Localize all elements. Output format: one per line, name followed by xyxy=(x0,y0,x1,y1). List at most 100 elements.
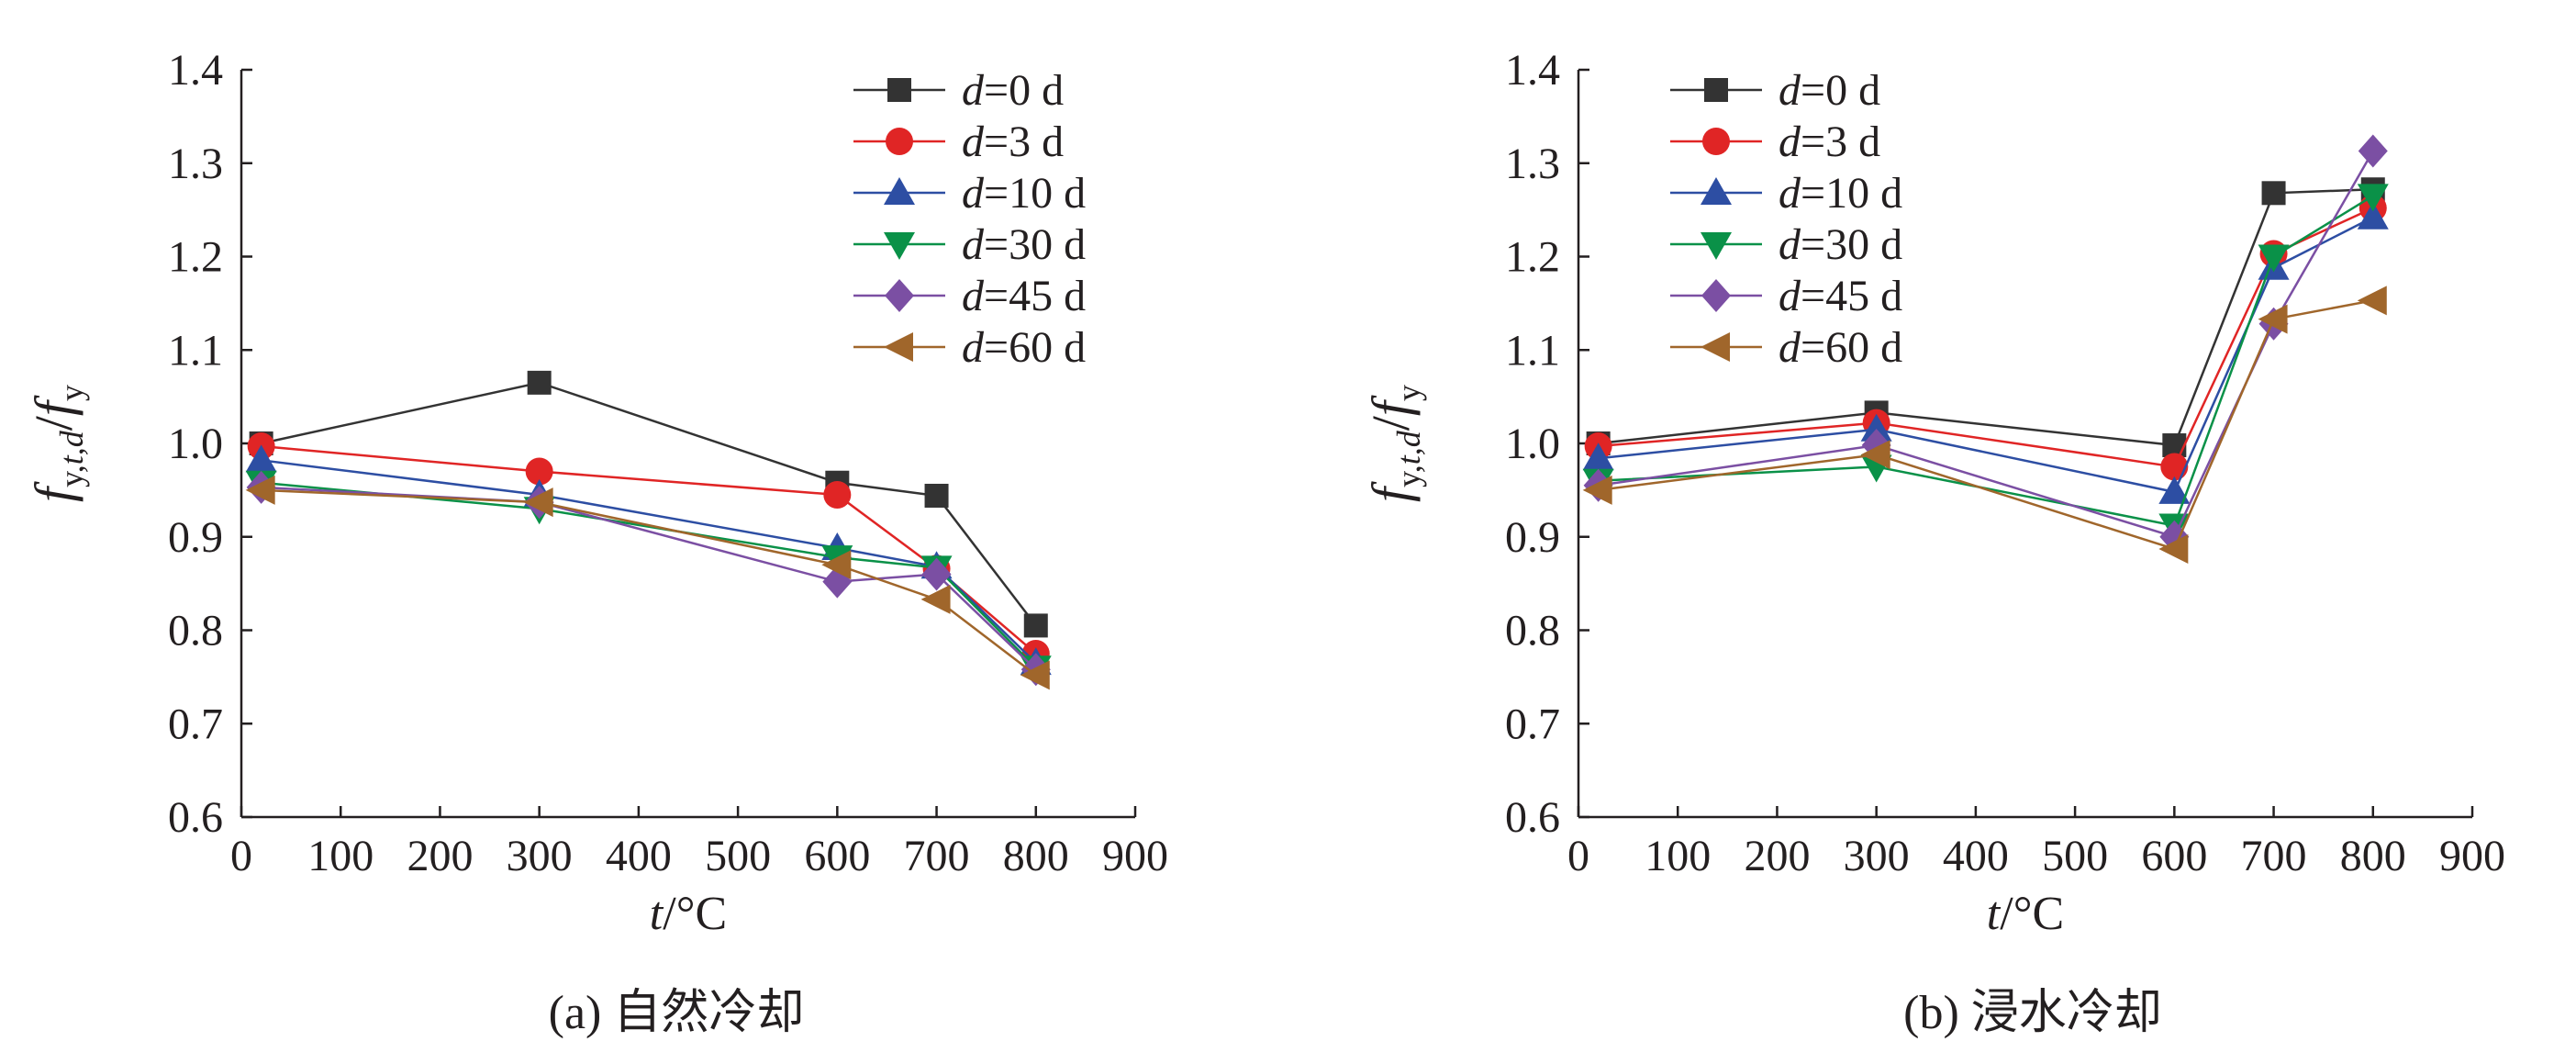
data-point-series-1 xyxy=(823,480,852,509)
legend-label: d=60 d xyxy=(1779,323,1902,372)
y-tick-label: 0.8 xyxy=(1505,607,1560,655)
legend-label: d=30 d xyxy=(962,220,1086,269)
x-tick-label: 700 xyxy=(904,832,970,880)
y-tick-label: 1.4 xyxy=(168,46,223,95)
x-tick-label: 800 xyxy=(1003,832,1069,880)
data-point-series-5 xyxy=(920,584,951,614)
series-line-1 xyxy=(261,444,1037,655)
legend: d=0 dd=3 dd=10 dd=30 dd=45 dd=60 d xyxy=(853,66,1086,372)
x-tick-label: 200 xyxy=(407,832,473,880)
data-point-series-5 xyxy=(2258,304,2288,334)
series-line-2 xyxy=(261,459,1037,665)
data-point-series-5 xyxy=(2158,533,2189,564)
data-point-series-3 xyxy=(2258,244,2290,273)
legend-label: d=10 d xyxy=(962,169,1086,218)
legend-marker xyxy=(884,177,915,205)
legend-label: d=60 d xyxy=(962,323,1086,372)
legend-label: d=3 d xyxy=(1779,118,1880,166)
data-point-series-5 xyxy=(245,475,275,505)
x-tick-label: 0 xyxy=(230,832,252,880)
y-tick-label: 0.6 xyxy=(1505,793,1560,842)
y-tick-label: 0.7 xyxy=(1505,700,1560,748)
x-axis-label: t/°C xyxy=(650,888,727,940)
data-point-series-0 xyxy=(1023,613,1048,638)
data-point-series-0 xyxy=(527,370,552,395)
x-tick-label: 100 xyxy=(307,832,374,880)
x-axis-label: t/°C xyxy=(1987,888,2064,940)
x-tick-label: 400 xyxy=(1943,832,2009,880)
chart-caption: (a) 自然冷却 xyxy=(549,987,805,1039)
y-tick-label: 1.3 xyxy=(168,140,223,188)
legend-label: d=0 d xyxy=(962,66,1064,115)
data-point-series-0 xyxy=(2261,181,2286,206)
chart-1: 0.6 0.7 0.8 0.9 1.0 1.1 1.2 1.3 1.4 0 100 200 300 400… xyxy=(24,46,1168,1039)
x-tick-label: 600 xyxy=(804,832,870,880)
legend-marker xyxy=(884,332,913,362)
data-point-series-5 xyxy=(523,487,553,518)
legend-marker xyxy=(884,232,915,260)
y-axis-label: fy,t,d/fy xyxy=(1361,385,1427,502)
x-tick-label: 400 xyxy=(606,832,672,880)
y-tick-label: 0.8 xyxy=(168,607,223,655)
legend-label: d=45 d xyxy=(962,272,1086,320)
legend-marker xyxy=(1701,232,1732,260)
x-tick-label: 800 xyxy=(2340,832,2406,880)
legend-label: d=3 d xyxy=(962,118,1064,166)
legend-label: d=10 d xyxy=(1779,169,1902,218)
legend-marker xyxy=(1701,332,1730,362)
legend-marker xyxy=(1701,279,1731,312)
series-line-0 xyxy=(1598,187,2373,447)
series-line-0 xyxy=(261,381,1037,627)
data-point-series-2 xyxy=(1860,413,1892,442)
chart-caption: (b) 浸水冷却 xyxy=(1903,987,2162,1039)
x-tick-label: 700 xyxy=(2241,832,2307,880)
x-tick-label: 600 xyxy=(2141,832,2207,880)
legend-marker xyxy=(1702,128,1730,155)
y-tick-label: 0.6 xyxy=(168,793,223,842)
y-tick-label: 1.3 xyxy=(1505,140,1560,188)
x-tick-label: 0 xyxy=(1567,832,1589,880)
legend-marker xyxy=(1704,78,1728,102)
x-tick-label: 500 xyxy=(705,832,771,880)
data-point-series-1 xyxy=(525,457,553,486)
series-line-5 xyxy=(261,488,1037,677)
x-tick-label: 300 xyxy=(507,832,573,880)
y-tick-label: 1.2 xyxy=(1505,233,1560,282)
y-tick-label: 1.0 xyxy=(168,420,223,468)
data-point-series-0 xyxy=(924,483,949,508)
y-tick-label: 1.2 xyxy=(168,233,223,282)
legend-label: d=30 d xyxy=(1779,220,1902,269)
x-tick-label: 200 xyxy=(1744,832,1810,880)
y-tick-label: 1.1 xyxy=(1505,326,1560,375)
data-point-series-3 xyxy=(2357,184,2389,212)
legend: d=0 dd=3 dd=10 dd=30 dd=45 dd=60 d xyxy=(1670,66,1902,372)
series-line-2 xyxy=(1598,216,2374,494)
x-tick-label: 100 xyxy=(1645,832,1711,880)
legend-marker xyxy=(1701,177,1732,205)
legend-marker xyxy=(887,78,911,102)
x-tick-label: 300 xyxy=(1844,832,1910,880)
data-point-series-2 xyxy=(1582,442,1614,471)
data-point-series-2 xyxy=(2158,476,2191,504)
data-point-series-5 xyxy=(1860,440,1890,470)
data-point-series-5 xyxy=(1582,475,1612,505)
y-tick-label: 1.4 xyxy=(1505,46,1560,95)
data-point-series-5 xyxy=(2357,286,2387,316)
x-tick-label: 900 xyxy=(1102,832,1168,880)
y-axis-label: fy,t,d/fy xyxy=(24,385,90,502)
y-tick-label: 1.1 xyxy=(168,326,223,375)
legend-label: d=0 d xyxy=(1779,66,1880,115)
data-point-series-4 xyxy=(2358,134,2388,168)
data-point-series-2 xyxy=(245,444,277,473)
legend-label: d=45 d xyxy=(1779,272,1902,320)
data-point-series-4 xyxy=(921,557,952,591)
y-tick-label: 0.9 xyxy=(1505,513,1560,562)
legend-marker xyxy=(886,128,913,155)
data-point-series-5 xyxy=(1020,660,1050,690)
data-point-series-5 xyxy=(821,550,852,580)
chart-2: 0.6 0.7 0.8 0.9 1.0 1.1 1.2 1.3 1.4 0 100 200 300 400… xyxy=(1361,46,2505,1039)
y-tick-label: 0.7 xyxy=(168,700,223,748)
x-tick-label: 900 xyxy=(2439,832,2505,880)
data-point-series-2 xyxy=(2357,201,2389,230)
